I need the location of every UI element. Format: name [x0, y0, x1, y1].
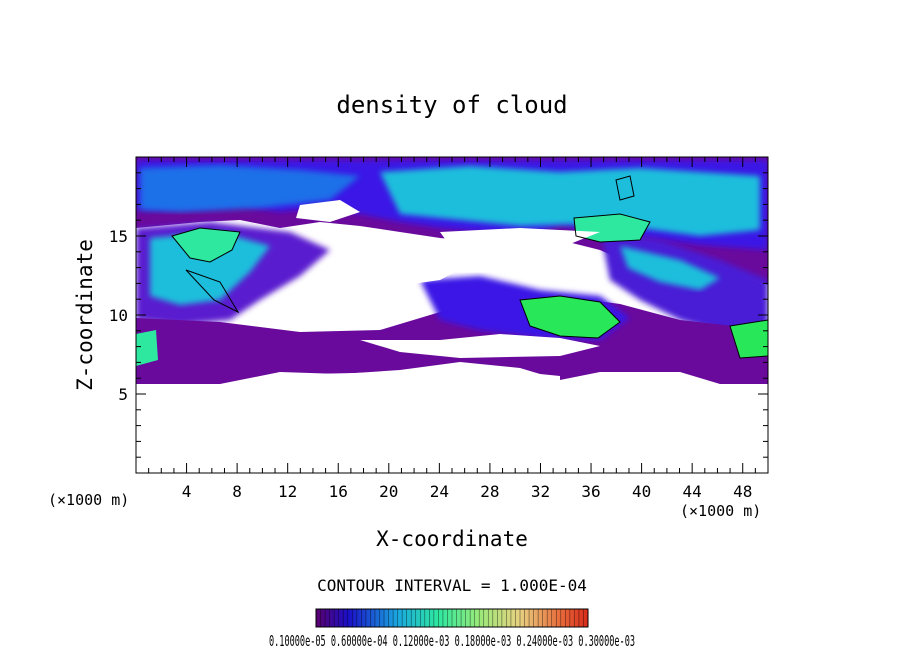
x-tick-label: 24: [430, 482, 449, 501]
x-axis-label: X-coordinate: [376, 527, 528, 551]
contour-interval-label: CONTOUR INTERVAL = 1.000E-04: [317, 576, 587, 595]
field-region: [150, 232, 270, 305]
field-region: [172, 228, 240, 262]
x-tick-label: 20: [379, 482, 398, 501]
colorbar-labels: 0.10000e-05 0.60000e-04 0.12000e-03 0.18…: [269, 632, 635, 650]
y-tick-label: 15: [109, 227, 128, 246]
chart-title: density of cloud: [336, 91, 567, 119]
field-region: [136, 384, 768, 473]
contour-line: [615, 175, 635, 201]
contour-line: [519, 295, 621, 339]
x-tick-label: 16: [329, 482, 348, 501]
x-tick-label: 48: [733, 482, 752, 501]
field-region: [620, 246, 720, 290]
field-region: [296, 200, 360, 222]
field-region: [140, 165, 360, 212]
contour-line: [185, 269, 240, 314]
y-axis-tick-labels: 5 10 15: [109, 227, 128, 404]
x-axis-unit: (×1000 m): [680, 502, 761, 520]
colorbar-ticks: [320, 609, 584, 627]
cloud-density-field: [136, 157, 768, 473]
field-region: [310, 370, 560, 384]
y-axis-label: Z-coordinate: [73, 239, 97, 391]
contour-lines: [171, 175, 769, 359]
field-region: [520, 296, 620, 338]
y-axis-ticks: [136, 172, 768, 458]
y-axis-unit: (×1000 m): [48, 491, 129, 509]
x-tick-label: 4: [182, 482, 192, 501]
field-region: [136, 330, 158, 366]
y-tick-label: 5: [118, 385, 128, 404]
field-region: [380, 166, 760, 236]
x-tick-label: 40: [632, 482, 651, 501]
field-region: [360, 334, 600, 358]
x-tick-label: 32: [531, 482, 550, 501]
x-tick-label: 8: [232, 482, 242, 501]
field-region: [574, 214, 650, 242]
x-axis-tick-labels: 4 8 12 16 20 24 28 32 36 40 44 48: [182, 482, 753, 501]
x-axis-ticks: [148, 157, 756, 473]
contour-line: [573, 213, 651, 243]
field-region: [440, 228, 600, 252]
field-region: [320, 258, 470, 290]
x-tick-label: 28: [480, 482, 499, 501]
x-tick-label: 44: [683, 482, 702, 501]
contour-line: [171, 227, 241, 263]
field-region: [730, 320, 768, 358]
x-tick-label: 12: [278, 482, 297, 501]
x-tick-label: 36: [581, 482, 600, 501]
y-tick-label: 10: [109, 306, 128, 325]
